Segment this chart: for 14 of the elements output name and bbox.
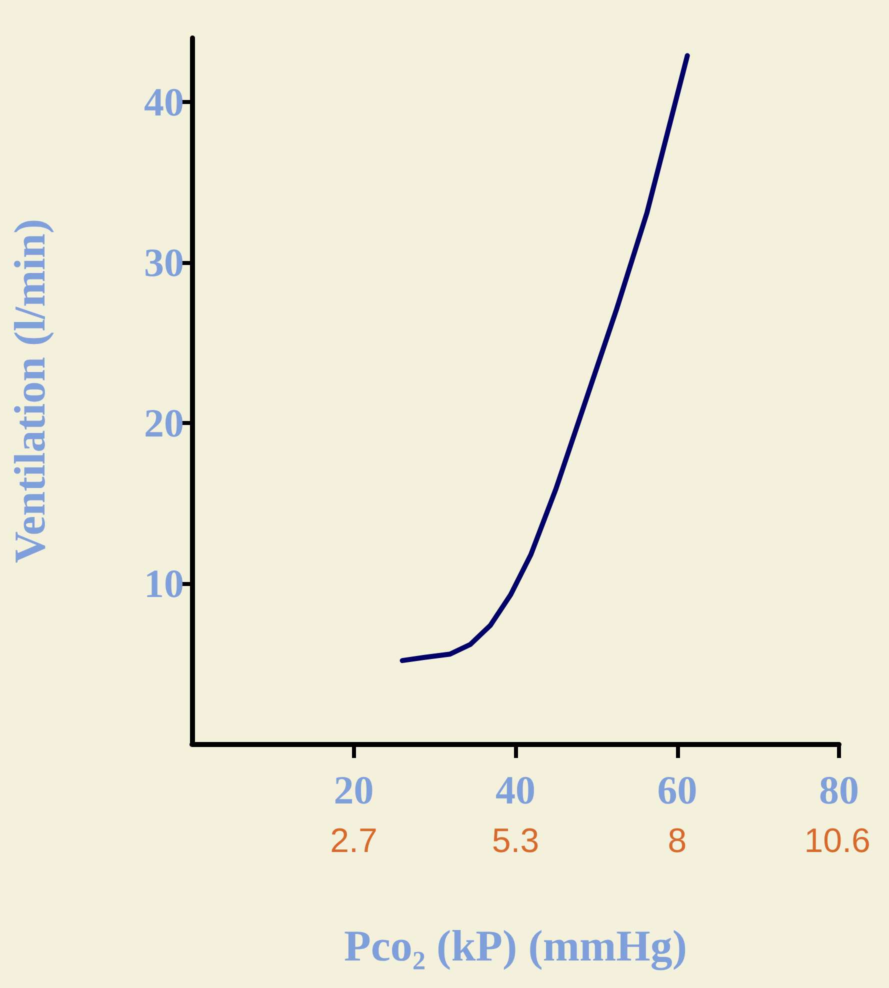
x-tick-label: 40 (496, 768, 536, 812)
y-tick-label: 40 (144, 80, 184, 125)
x-tick-label: 60 (657, 768, 698, 812)
x2-tick-label: 10.6 (804, 822, 870, 860)
x-tick-label: 80 (819, 768, 859, 812)
y-tick-label: 20 (144, 400, 184, 446)
x-axis-title: Pco₂ (kP) (mmHg) (344, 922, 688, 970)
y-tick-label: 10 (144, 561, 184, 606)
y-tick-label: 30 (144, 240, 184, 286)
x2-tick-label: 8 (668, 822, 687, 860)
x2-tick-label: 5.3 (492, 822, 540, 860)
x-tick-label: 20 (334, 768, 374, 812)
y-axis-title: Ventilation (l/min) (6, 218, 54, 564)
x2-tick-label: 2.7 (330, 822, 378, 860)
